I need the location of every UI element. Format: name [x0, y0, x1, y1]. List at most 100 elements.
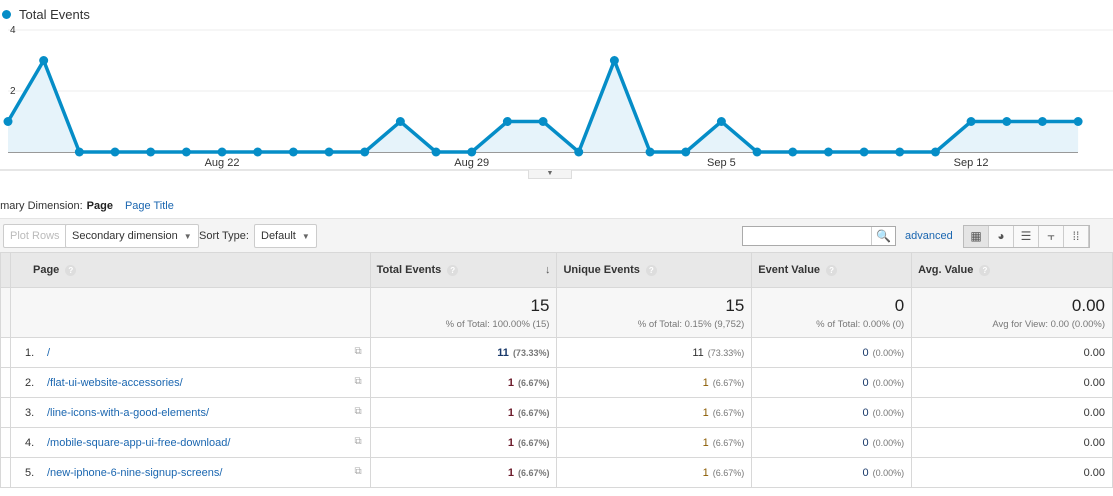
- data-point-Sep-13[interactable]: [1002, 117, 1012, 126]
- data-point-Aug-31[interactable]: [538, 117, 548, 126]
- data-point-Sep-14[interactable]: [1037, 117, 1047, 126]
- row-index: 5.: [24, 466, 35, 479]
- data-point-Aug-16[interactable]: [3, 117, 13, 126]
- data-point-Sep-15[interactable]: [1073, 117, 1083, 126]
- y-tick-label: 4: [10, 25, 16, 36]
- table-row: 3./line-icons-with-a-good-elements/⧉ 1 (6…: [0, 397, 1113, 428]
- page-link[interactable]: /: [46, 346, 51, 359]
- pie-view-icon[interactable]: ◕: [989, 226, 1014, 247]
- data-point-Aug-25[interactable]: [324, 147, 334, 157]
- value: 0: [862, 466, 869, 479]
- row-checkbox[interactable]: [0, 367, 11, 398]
- help-icon[interactable]: ?: [447, 265, 459, 276]
- open-page-external-icon[interactable]: ⧉: [354, 346, 362, 357]
- total-value: 15: [530, 296, 550, 315]
- data-point-Aug-29[interactable]: [467, 147, 477, 157]
- data-point-Sep-7[interactable]: [788, 147, 798, 157]
- data-point-Sep-9[interactable]: [859, 147, 869, 157]
- series-area: [8, 60, 1079, 152]
- data-point-Aug-20[interactable]: [146, 147, 156, 157]
- page-cell: 4. /mobile-square-app-ui-free-download/ ⧉: [9, 427, 371, 458]
- data-point-Sep-8[interactable]: [823, 147, 833, 157]
- data-point-Aug-21[interactable]: [181, 147, 191, 157]
- data-point-Aug-19[interactable]: [110, 147, 120, 157]
- open-page-external-icon[interactable]: ⧉: [354, 466, 362, 477]
- total-events-cell: 11 (73.33%): [369, 337, 558, 368]
- data-point-Sep-4[interactable]: [681, 147, 691, 157]
- page-link[interactable]: /mobile-square-app-ui-free-download/: [46, 436, 231, 449]
- data-point-Aug-17[interactable]: [39, 56, 49, 65]
- total-event-value: 0 % of Total: 0.00% (0): [751, 287, 913, 338]
- data-table: Page? Total Events? ↓ Unique Events? Even…: [0, 252, 1113, 488]
- data-point-Sep-11[interactable]: [930, 147, 940, 157]
- avg-value-cell: 0.00: [911, 367, 1113, 398]
- table-row: 2. /flat-ui-website-accessories/ ⧉ 1 (6.67%…: [0, 367, 1113, 398]
- value: 0: [862, 346, 869, 359]
- plot-rows-button[interactable]: Plot Rows: [3, 224, 67, 248]
- value: 0: [862, 406, 869, 419]
- totals-row: 15 % of Total: 100.00% (15) 15 % of Total:…: [0, 287, 1113, 338]
- data-point-Aug-30[interactable]: [502, 117, 512, 126]
- select-all-checkbox[interactable]: [0, 252, 11, 288]
- data-point-Sep-6[interactable]: [752, 147, 762, 157]
- page-cell: 2. /flat-ui-website-accessories/ ⧉: [9, 367, 371, 398]
- dimension-page[interactable]: Page: [86, 200, 113, 212]
- help-icon[interactable]: ?: [979, 265, 991, 276]
- header-unique-events[interactable]: Unique Events?: [556, 252, 753, 288]
- header-avg-value[interactable]: Avg. Value?: [911, 252, 1113, 288]
- avg-value-cell: 0.00: [911, 457, 1113, 488]
- header-page[interactable]: Page?: [9, 252, 371, 288]
- dimension-page-title[interactable]: Page Title: [124, 200, 174, 212]
- sort-type-value: Default: [261, 230, 296, 242]
- y-tick-label: 2: [10, 86, 16, 97]
- performance-view-icon[interactable]: ☰: [1014, 226, 1039, 247]
- page-link[interactable]: /flat-ui-website-accessories/: [46, 376, 183, 389]
- open-page-external-icon[interactable]: ⧉: [354, 376, 362, 387]
- help-icon[interactable]: ?: [826, 265, 838, 276]
- header-total-events[interactable]: Total Events? ↓: [369, 252, 558, 288]
- page-link[interactable]: /new-iphone-6-nine-signup-screens/: [46, 466, 223, 479]
- data-point-Aug-26[interactable]: [360, 147, 370, 157]
- data-point-Aug-22[interactable]: [217, 147, 227, 157]
- data-point-Sep-5[interactable]: [716, 117, 726, 126]
- data-point-Sep-12[interactable]: [966, 117, 976, 126]
- collapse-chart-toggle[interactable]: ▼: [528, 170, 572, 179]
- avg-value-cell: 0.00: [911, 337, 1113, 368]
- pivot-view-icon[interactable]: ⁞⁞: [1064, 226, 1089, 247]
- chart-legend[interactable]: Total Events: [2, 7, 90, 22]
- row-index: 2.: [24, 376, 35, 389]
- data-point-Aug-24[interactable]: [288, 147, 298, 157]
- row-checkbox[interactable]: [0, 457, 11, 488]
- open-page-external-icon[interactable]: ⧉: [354, 436, 362, 447]
- data-point-Sep-3[interactable]: [645, 147, 655, 157]
- help-icon[interactable]: ?: [65, 265, 77, 276]
- header-label: Avg. Value: [918, 264, 974, 276]
- row-checkbox[interactable]: [0, 397, 11, 428]
- open-page-external-icon[interactable]: ⧉: [354, 406, 362, 417]
- data-point-Sep-2[interactable]: [609, 56, 619, 65]
- comparison-view-icon[interactable]: ⫟: [1039, 226, 1064, 247]
- table-search-input[interactable]: 🔍: [742, 226, 896, 246]
- advanced-filter-link[interactable]: advanced: [905, 230, 953, 242]
- value: 1: [507, 466, 514, 479]
- data-point-Aug-23[interactable]: [253, 147, 263, 157]
- search-icon[interactable]: 🔍: [871, 227, 895, 245]
- table-view-icon[interactable]: ▦: [964, 226, 989, 247]
- value: 1: [702, 406, 709, 419]
- data-point-Sep-10[interactable]: [895, 147, 905, 157]
- sort-type-dropdown[interactable]: Default ▼: [254, 224, 317, 248]
- secondary-dimension-dropdown[interactable]: Secondary dimension ▼: [65, 224, 199, 248]
- value: 11: [497, 346, 509, 359]
- row-checkbox[interactable]: [0, 337, 11, 368]
- data-point-Aug-28[interactable]: [431, 147, 441, 157]
- data-point-Aug-18[interactable]: [74, 147, 84, 157]
- percent: (6.67%): [517, 377, 550, 388]
- total-events-cell: 1 (6.67%): [369, 367, 558, 398]
- help-icon[interactable]: ?: [645, 265, 657, 276]
- data-point-Aug-27[interactable]: [395, 117, 405, 126]
- row-checkbox[interactable]: [0, 427, 11, 458]
- percent: (73.33%): [707, 347, 745, 358]
- data-point-Sep-1[interactable]: [574, 147, 584, 157]
- page-link[interactable]: /line-icons-with-a-good-elements/: [46, 406, 209, 419]
- header-event-value[interactable]: Event Value?: [751, 252, 913, 288]
